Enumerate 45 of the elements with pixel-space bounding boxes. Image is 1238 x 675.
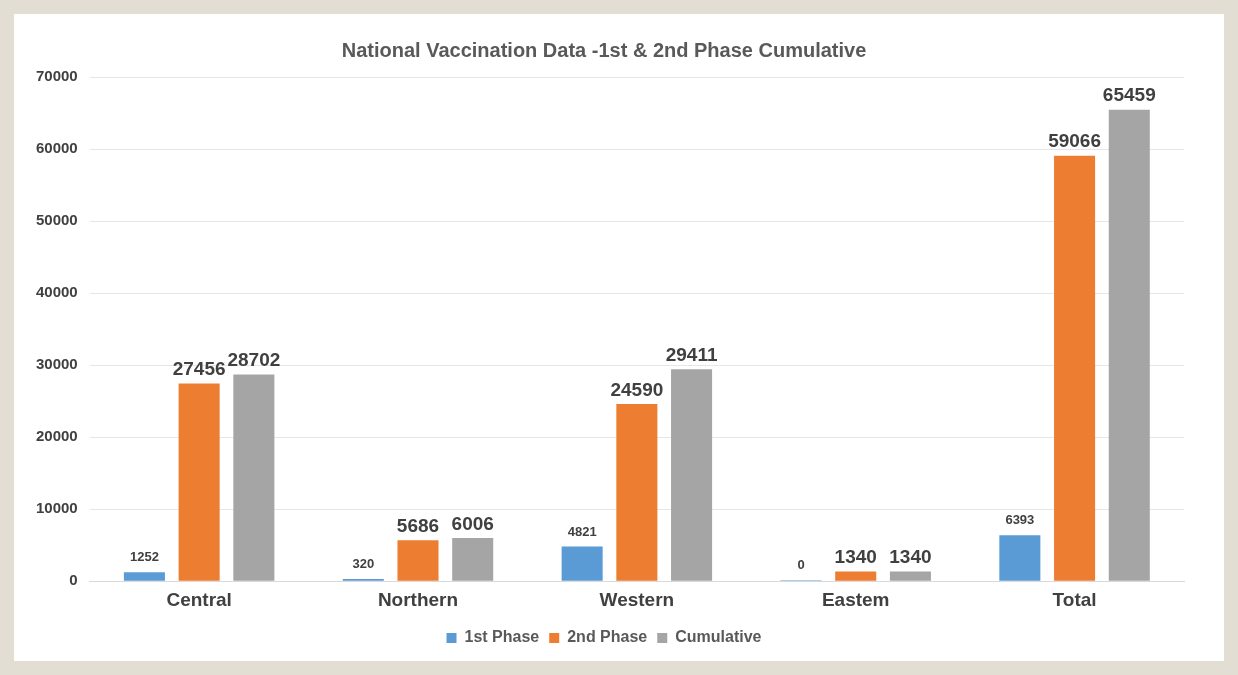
bar (616, 404, 658, 581)
bar (835, 571, 877, 581)
data-label: 320 (352, 555, 375, 571)
data-label: 59066 (1048, 130, 1101, 152)
legend-label: 2nd Phase (567, 628, 648, 646)
x-tick-label: Northern (377, 588, 459, 610)
y-tick-label: 70000 (35, 67, 78, 85)
bar (1108, 109, 1150, 581)
data-label: 24590 (610, 378, 664, 400)
y-tick-label: 0 (69, 571, 78, 589)
x-tick-label: Western (599, 588, 675, 610)
x-tick-label: Central (166, 588, 232, 610)
data-label: 1340 (889, 546, 932, 568)
y-tick-label: 30000 (35, 355, 78, 373)
y-tick-label: 10000 (35, 499, 78, 517)
y-tick-label: 50000 (35, 211, 78, 229)
chart-title: National Vaccination Data -1st & 2nd Phase Cumulative (341, 38, 867, 61)
bar (889, 571, 931, 581)
legend-label: 1st Phase (464, 628, 540, 646)
bar (1054, 155, 1096, 581)
data-label: 1340 (834, 546, 877, 568)
y-tick-label: 60000 (35, 139, 78, 157)
x-tick-label: Total (1052, 588, 1097, 610)
data-label: 1252 (129, 549, 159, 565)
bar (561, 546, 603, 581)
x-tick-label: Eastem (821, 588, 890, 610)
bar (397, 540, 439, 581)
data-label: 29411 (665, 344, 718, 366)
data-label: 6006 (451, 512, 494, 534)
data-label: 0 (797, 557, 805, 573)
bar (452, 537, 494, 581)
data-label: 27456 (172, 358, 226, 380)
data-label: 6393 (1005, 512, 1035, 528)
bar (671, 369, 713, 581)
bar (999, 535, 1041, 581)
legend-label: Cumulative (675, 628, 762, 646)
data-label: 4821 (567, 523, 597, 539)
data-label: 28702 (227, 349, 281, 371)
data-label: 65459 (1102, 84, 1156, 106)
bar (123, 572, 165, 581)
y-tick-label: 40000 (35, 283, 78, 301)
data-label: 5686 (396, 514, 440, 536)
bar (233, 374, 275, 581)
y-tick-label: 20000 (35, 427, 78, 445)
bar (178, 383, 220, 581)
